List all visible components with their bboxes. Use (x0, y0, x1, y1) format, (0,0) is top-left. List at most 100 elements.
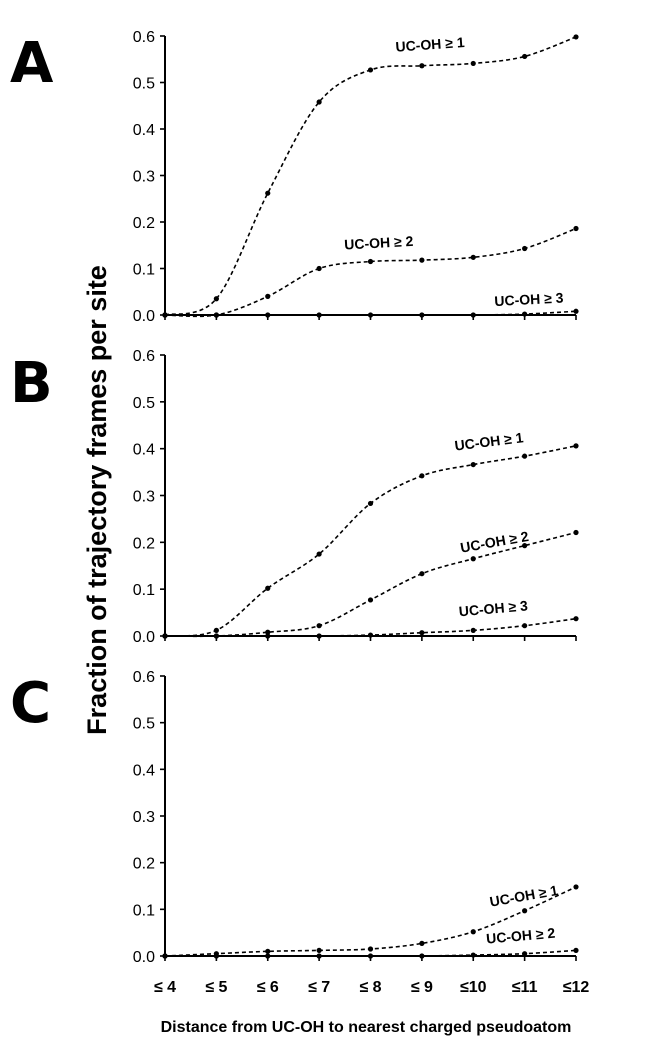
series-2: UC-OH ≥ 2 (162, 925, 579, 959)
data-point (265, 190, 271, 196)
series-label: UC-OH ≥ 2 (459, 528, 530, 556)
x-tick-label: ≤12 (563, 979, 590, 996)
data-point (162, 312, 168, 318)
data-point (522, 245, 528, 252)
y-tick-label: 0.3 (133, 169, 155, 186)
data-point (265, 633, 271, 639)
y-tick-label: 0.1 (133, 582, 155, 599)
data-point (522, 453, 528, 459)
data-point (522, 53, 528, 60)
x-tick-label: ≤ 8 (359, 979, 381, 996)
x-tick-label: ≤10 (460, 979, 487, 996)
y-tick-label: 0.6 (133, 669, 155, 686)
y-tick-label: 0.3 (133, 489, 155, 506)
series-line (164, 531, 577, 638)
series-label: UC-OH ≥ 3 (458, 597, 528, 619)
y-tick-label: 0.4 (133, 122, 155, 139)
x-tick-label: ≤11 (512, 979, 538, 996)
data-point (367, 597, 374, 603)
data-point (265, 953, 271, 959)
series-2: UC-OH ≥ 2 (162, 528, 579, 639)
series-label: UC-OH ≥ 2 (344, 233, 414, 253)
y-tick-label: 0.2 (133, 215, 155, 232)
data-point (316, 947, 322, 954)
chart-panels: A 0.0 0.1 0.2 0.3 0.4 0.5 0.6 UC-OH ≥ 1 UC-OH ≥ 2… (10, 29, 589, 996)
x-tick-label: ≤ 7 (308, 979, 330, 996)
series-label: UC-OH ≥ 1 (454, 429, 525, 453)
data-point (419, 630, 425, 636)
data-point (522, 623, 528, 629)
data-point (573, 34, 579, 40)
data-point (419, 953, 425, 959)
data-point (367, 258, 374, 265)
series-label: UC-OH ≥ 3 (494, 289, 564, 309)
series-label: UC-OH ≥ 2 (485, 925, 555, 947)
data-point (470, 254, 476, 260)
data-point (470, 60, 476, 67)
data-point (522, 311, 528, 317)
series-1: UC-OH ≥ 1 (162, 34, 579, 318)
y-tick-label: 0.4 (133, 762, 155, 779)
data-point (419, 312, 425, 318)
data-point (265, 629, 271, 635)
data-point (265, 948, 271, 954)
data-point (367, 953, 374, 959)
data-point (367, 67, 374, 73)
data-point (573, 884, 579, 890)
data-point (213, 627, 219, 633)
y-tick-label: 0.4 (133, 442, 155, 459)
y-tick-label: 0.0 (133, 308, 155, 325)
data-point (367, 312, 374, 318)
data-point (316, 551, 322, 557)
data-point (316, 953, 322, 959)
data-point (470, 556, 476, 562)
y-tick-label: 0.6 (133, 348, 155, 365)
data-point (316, 99, 322, 105)
data-point (573, 308, 579, 314)
data-point (316, 623, 322, 629)
data-point (573, 947, 579, 954)
data-point (367, 946, 374, 952)
data-point (265, 293, 271, 299)
y-tick-label: 0.0 (133, 629, 155, 646)
y-tick-label: 0.0 (133, 949, 155, 966)
y-tick-label: 0.6 (133, 29, 155, 46)
data-point (470, 312, 476, 318)
data-point (522, 908, 528, 914)
data-point (367, 632, 374, 638)
data-point (419, 571, 425, 577)
data-point (316, 312, 322, 318)
data-point (470, 929, 476, 935)
x-tick-label: ≤ 5 (205, 979, 227, 996)
series-3: UC-OH ≥ 3 (162, 597, 579, 639)
data-point (213, 633, 219, 639)
series-3: UC-OH ≥ 3 (162, 289, 579, 318)
y-tick-label: 0.5 (133, 395, 155, 412)
data-point (316, 265, 322, 272)
series-label: UC-OH ≥ 1 (488, 882, 559, 910)
data-point (367, 500, 374, 507)
y-axis-label: Fraction of trajectory frames per site (82, 265, 112, 735)
data-point (419, 257, 425, 263)
data-point (470, 627, 476, 633)
series-line (164, 36, 577, 316)
y-tick-label: 0.5 (133, 76, 155, 93)
data-point (573, 443, 579, 449)
y-tick-label: 0.5 (133, 716, 155, 733)
panel-c: C 0.0 0.1 0.2 0.3 0.4 0.5 0.6 ≤ 4 ≤ 5 ≤ 6 ≤ 7 ≤ 8 ≤ 9… (10, 669, 589, 996)
data-point (213, 312, 219, 318)
panel-letter: A (10, 31, 54, 96)
data-point (573, 616, 579, 622)
data-point (470, 952, 476, 958)
data-point (419, 473, 425, 479)
x-axis-label: Distance from UC-OH to nearest charged p… (161, 1019, 572, 1036)
data-point (213, 953, 219, 959)
y-tick-label: 0.2 (133, 535, 155, 552)
panel-a: A 0.0 0.1 0.2 0.3 0.4 0.5 0.6 UC-OH ≥ 1 UC-OH ≥ 2… (10, 29, 579, 325)
y-tick-label: 0.1 (133, 902, 155, 919)
data-point (522, 951, 528, 957)
x-tick-label: ≤ 4 (154, 979, 176, 996)
data-point (419, 63, 425, 69)
series-1: UC-OH ≥ 1 (162, 882, 579, 959)
